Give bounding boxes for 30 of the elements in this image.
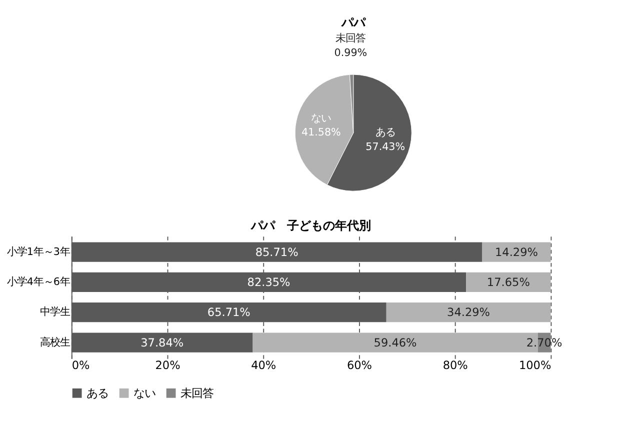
data-label: 34.29% (447, 306, 490, 320)
x-tick-label: 80% (442, 359, 468, 372)
data-label: 14.29% (494, 246, 538, 259)
legend-label: ない (133, 386, 156, 400)
slice-label: ある (375, 126, 396, 139)
data-label: 57.43% (366, 140, 406, 153)
chart-title: パパ (340, 16, 366, 30)
slice-label: 未回答 (336, 32, 366, 45)
legend-label: 未回答 (180, 386, 214, 400)
x-tick-label: 40% (251, 359, 276, 372)
data-label: 37.84% (140, 336, 184, 350)
y-tick-label: 小学4年～6年 (6, 276, 70, 288)
y-tick-label: 高校生 (40, 336, 70, 348)
data-label: 85.71% (255, 246, 299, 259)
y-tick-label: 中学生 (40, 306, 70, 318)
data-label: 59.46% (374, 336, 418, 350)
legend-label: ある (86, 386, 108, 400)
x-tick-label: 0% (72, 359, 90, 372)
data-label: 17.65% (486, 276, 530, 289)
x-tick-label: 60% (346, 359, 372, 372)
x-tick-label: 20% (155, 359, 181, 372)
data-label: 0.99% (334, 46, 368, 59)
data-label: 41.58% (301, 126, 342, 139)
x-tick-label: 100% (518, 359, 552, 372)
y-tick-label: 小学1年～3年 (6, 246, 70, 258)
data-label: 65.71% (207, 306, 251, 320)
chart-title: パパ 子どもの年代別 (250, 218, 372, 233)
data-label: 82.35% (247, 276, 291, 289)
data-label: 2.70% (526, 336, 562, 350)
slice-label: ない (311, 112, 332, 125)
